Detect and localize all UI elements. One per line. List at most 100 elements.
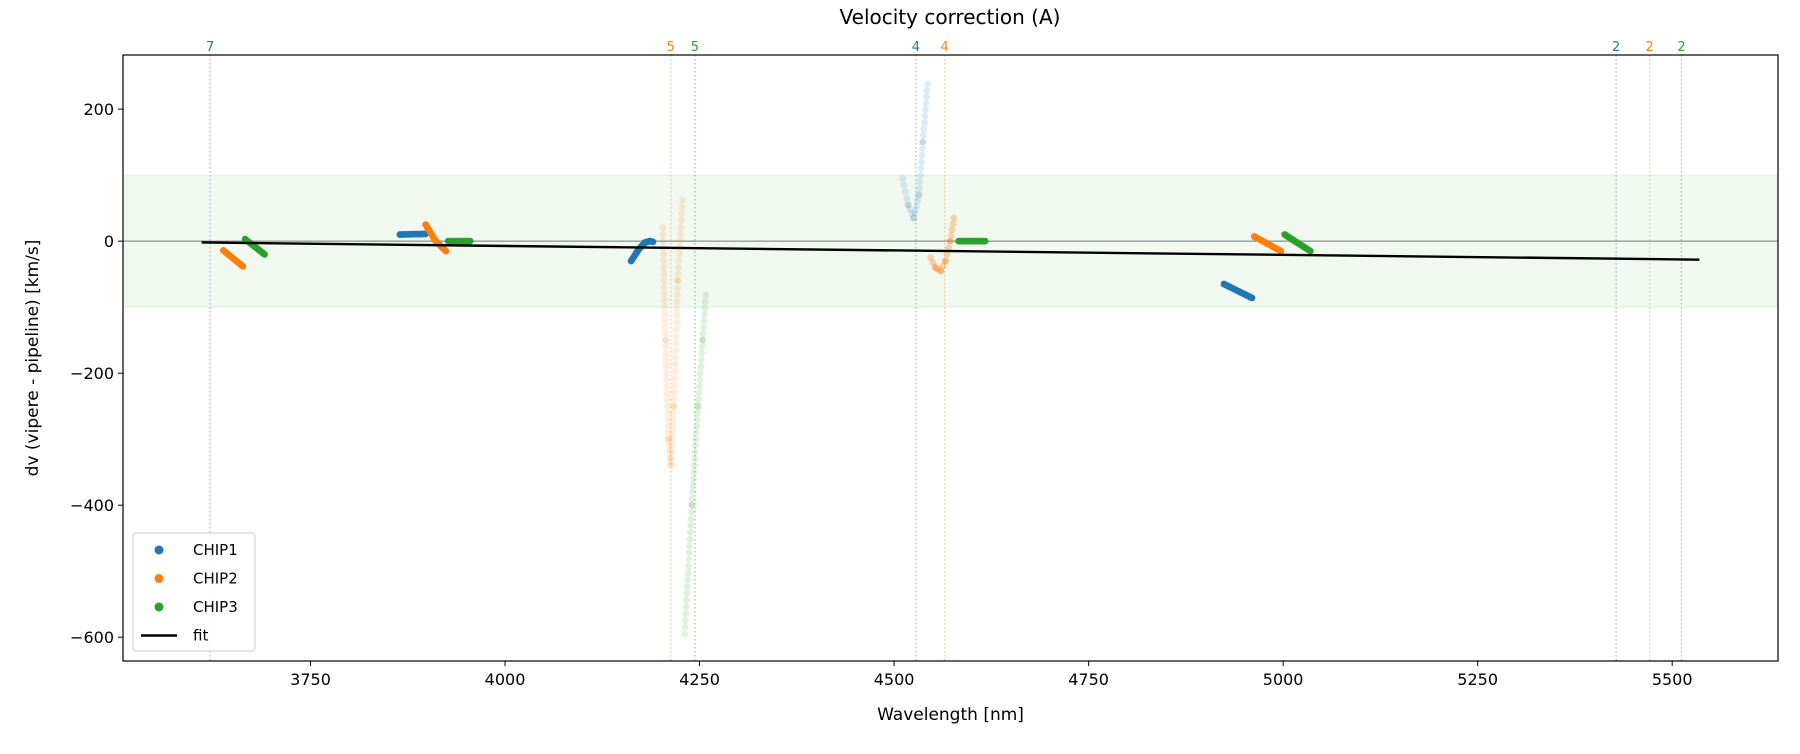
data-point-chip2 xyxy=(670,409,677,417)
data-point-chip1 xyxy=(900,181,908,189)
data-point-chip3 xyxy=(686,542,693,550)
y-axis-label: dv (vipere - pipeline) [km/s] xyxy=(23,240,43,477)
data-point-chip3 xyxy=(692,435,700,443)
data-point-chip3 xyxy=(693,415,701,423)
x-tick-label: 4500 xyxy=(874,670,915,689)
data-point-chip1 xyxy=(914,197,922,205)
data-point-chip2 xyxy=(672,333,680,340)
data-point-chip3 xyxy=(688,508,695,516)
data-point-chip2 xyxy=(665,435,672,443)
data-point-chip1 xyxy=(917,165,925,172)
data-point-chip2 xyxy=(669,422,677,429)
x-tick-label: 3750 xyxy=(290,670,331,689)
data-point-chip1 xyxy=(901,188,909,196)
data-point-chip2 xyxy=(660,264,668,271)
data-point-chip2 xyxy=(927,254,935,262)
data-point-chip1 xyxy=(919,132,927,140)
data-point-chip3 xyxy=(687,515,695,523)
data-point-chip3 xyxy=(682,610,690,618)
data-point-chip2 xyxy=(661,336,669,344)
data-point-chip3 xyxy=(682,603,690,611)
data-point-chip2 xyxy=(664,422,672,430)
legend-label: CHIP2 xyxy=(193,570,238,588)
data-point-chip3 xyxy=(694,402,702,410)
data-point-chip2 xyxy=(660,283,668,291)
data-point-chip3 xyxy=(693,422,701,430)
legend-box xyxy=(132,532,256,652)
order-marker-label: 2 xyxy=(1612,40,1620,55)
data-point-chip2 xyxy=(678,203,686,211)
data-point-chip2 xyxy=(664,409,672,417)
data-point-chip2 xyxy=(668,435,676,442)
data-point-chip1 xyxy=(921,119,928,127)
data-point-chip2 xyxy=(672,326,680,333)
data-point-chip2 xyxy=(661,303,669,311)
data-point-chip2 xyxy=(945,244,952,252)
data-point-chip2 xyxy=(948,226,956,234)
data-point-chip2 xyxy=(668,447,675,455)
data-point-chip2 xyxy=(949,220,957,228)
data-point-chip2 xyxy=(663,376,670,384)
legend-marker xyxy=(154,574,164,583)
data-point-chip1 xyxy=(923,93,930,101)
data-point-chip2 xyxy=(661,323,669,331)
data-point-chip3 xyxy=(699,336,707,344)
data-point-chip2 xyxy=(946,237,954,245)
data-point-chip2 xyxy=(942,257,949,265)
data-point-chip2 xyxy=(672,340,680,347)
data-point-chip3 xyxy=(683,596,691,604)
data-point-chip3 xyxy=(698,349,706,357)
data-point-chip1 xyxy=(912,203,920,210)
fit-line-layer xyxy=(201,241,1700,261)
data-point-chip2 xyxy=(676,237,684,244)
data-point-chip3 xyxy=(697,356,705,364)
plot-frame xyxy=(122,54,1779,662)
data-point-chip2 xyxy=(661,336,669,344)
axis-ticks-layer: 3750 4000 4250 4500 4750 5000 5250 5500 −600 −400… xyxy=(70,100,1692,689)
data-point-chip3 xyxy=(696,376,704,384)
data-point-chip2 xyxy=(677,216,685,224)
data-point-chip2 xyxy=(679,196,686,204)
data-point-chip1 xyxy=(1248,294,1256,302)
data-point-chip2 xyxy=(677,230,684,238)
data-point-chip2 xyxy=(674,277,682,285)
data-point-chip2 xyxy=(671,374,679,382)
data-point-chip1 xyxy=(922,106,929,114)
order-marker-label: 7 xyxy=(206,40,214,55)
data-point-chip3 xyxy=(1306,247,1314,255)
data-point-chip1 xyxy=(919,138,927,146)
data-point-chip2 xyxy=(664,402,671,410)
data-point-chip3 xyxy=(686,528,694,536)
data-point-chip2 xyxy=(942,257,949,265)
data-point-chip1 xyxy=(918,145,926,153)
data-point-chip2 xyxy=(663,396,671,403)
data-point-chip1 xyxy=(899,175,907,182)
data-point-chip2 xyxy=(660,277,668,285)
data-point-chip2 xyxy=(943,250,951,258)
data-point-chip1 xyxy=(906,205,914,213)
data-point-chip2 xyxy=(665,435,672,443)
data-point-chip2 xyxy=(672,354,679,361)
data-point-chip2 xyxy=(663,382,671,390)
data-point-chip2 xyxy=(660,257,668,265)
data-point-chip3 xyxy=(694,409,701,417)
data-point-chip1 xyxy=(919,138,927,146)
data-point-chip2 xyxy=(937,267,945,275)
data-point-chip3 xyxy=(697,363,705,370)
data-point-chip2 xyxy=(659,231,667,238)
order-marker-label: 4 xyxy=(912,40,920,55)
data-point-chip3 xyxy=(698,343,706,351)
data-point-chip1 xyxy=(918,158,925,166)
data-point-chip2 xyxy=(664,429,672,436)
data-point-chip2 xyxy=(674,284,681,292)
data-point-chip2 xyxy=(673,305,681,313)
data-point-chip2 xyxy=(675,250,683,258)
data-point-chip1 xyxy=(917,171,924,179)
data-point-chip3 xyxy=(688,501,696,509)
x-tick-label: 4750 xyxy=(1068,670,1109,689)
order-marker-label: 5 xyxy=(667,40,675,55)
data-point-chip3 xyxy=(696,382,703,390)
data-point-chip1 xyxy=(903,194,911,202)
data-point-chip2 xyxy=(670,395,678,403)
